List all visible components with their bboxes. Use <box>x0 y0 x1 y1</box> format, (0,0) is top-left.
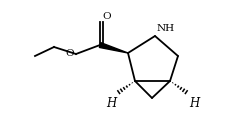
Text: H: H <box>106 97 116 110</box>
Text: O: O <box>65 50 74 58</box>
Text: NH: NH <box>157 24 175 33</box>
Polygon shape <box>99 43 128 53</box>
Text: H: H <box>189 97 199 110</box>
Text: O: O <box>102 12 111 21</box>
